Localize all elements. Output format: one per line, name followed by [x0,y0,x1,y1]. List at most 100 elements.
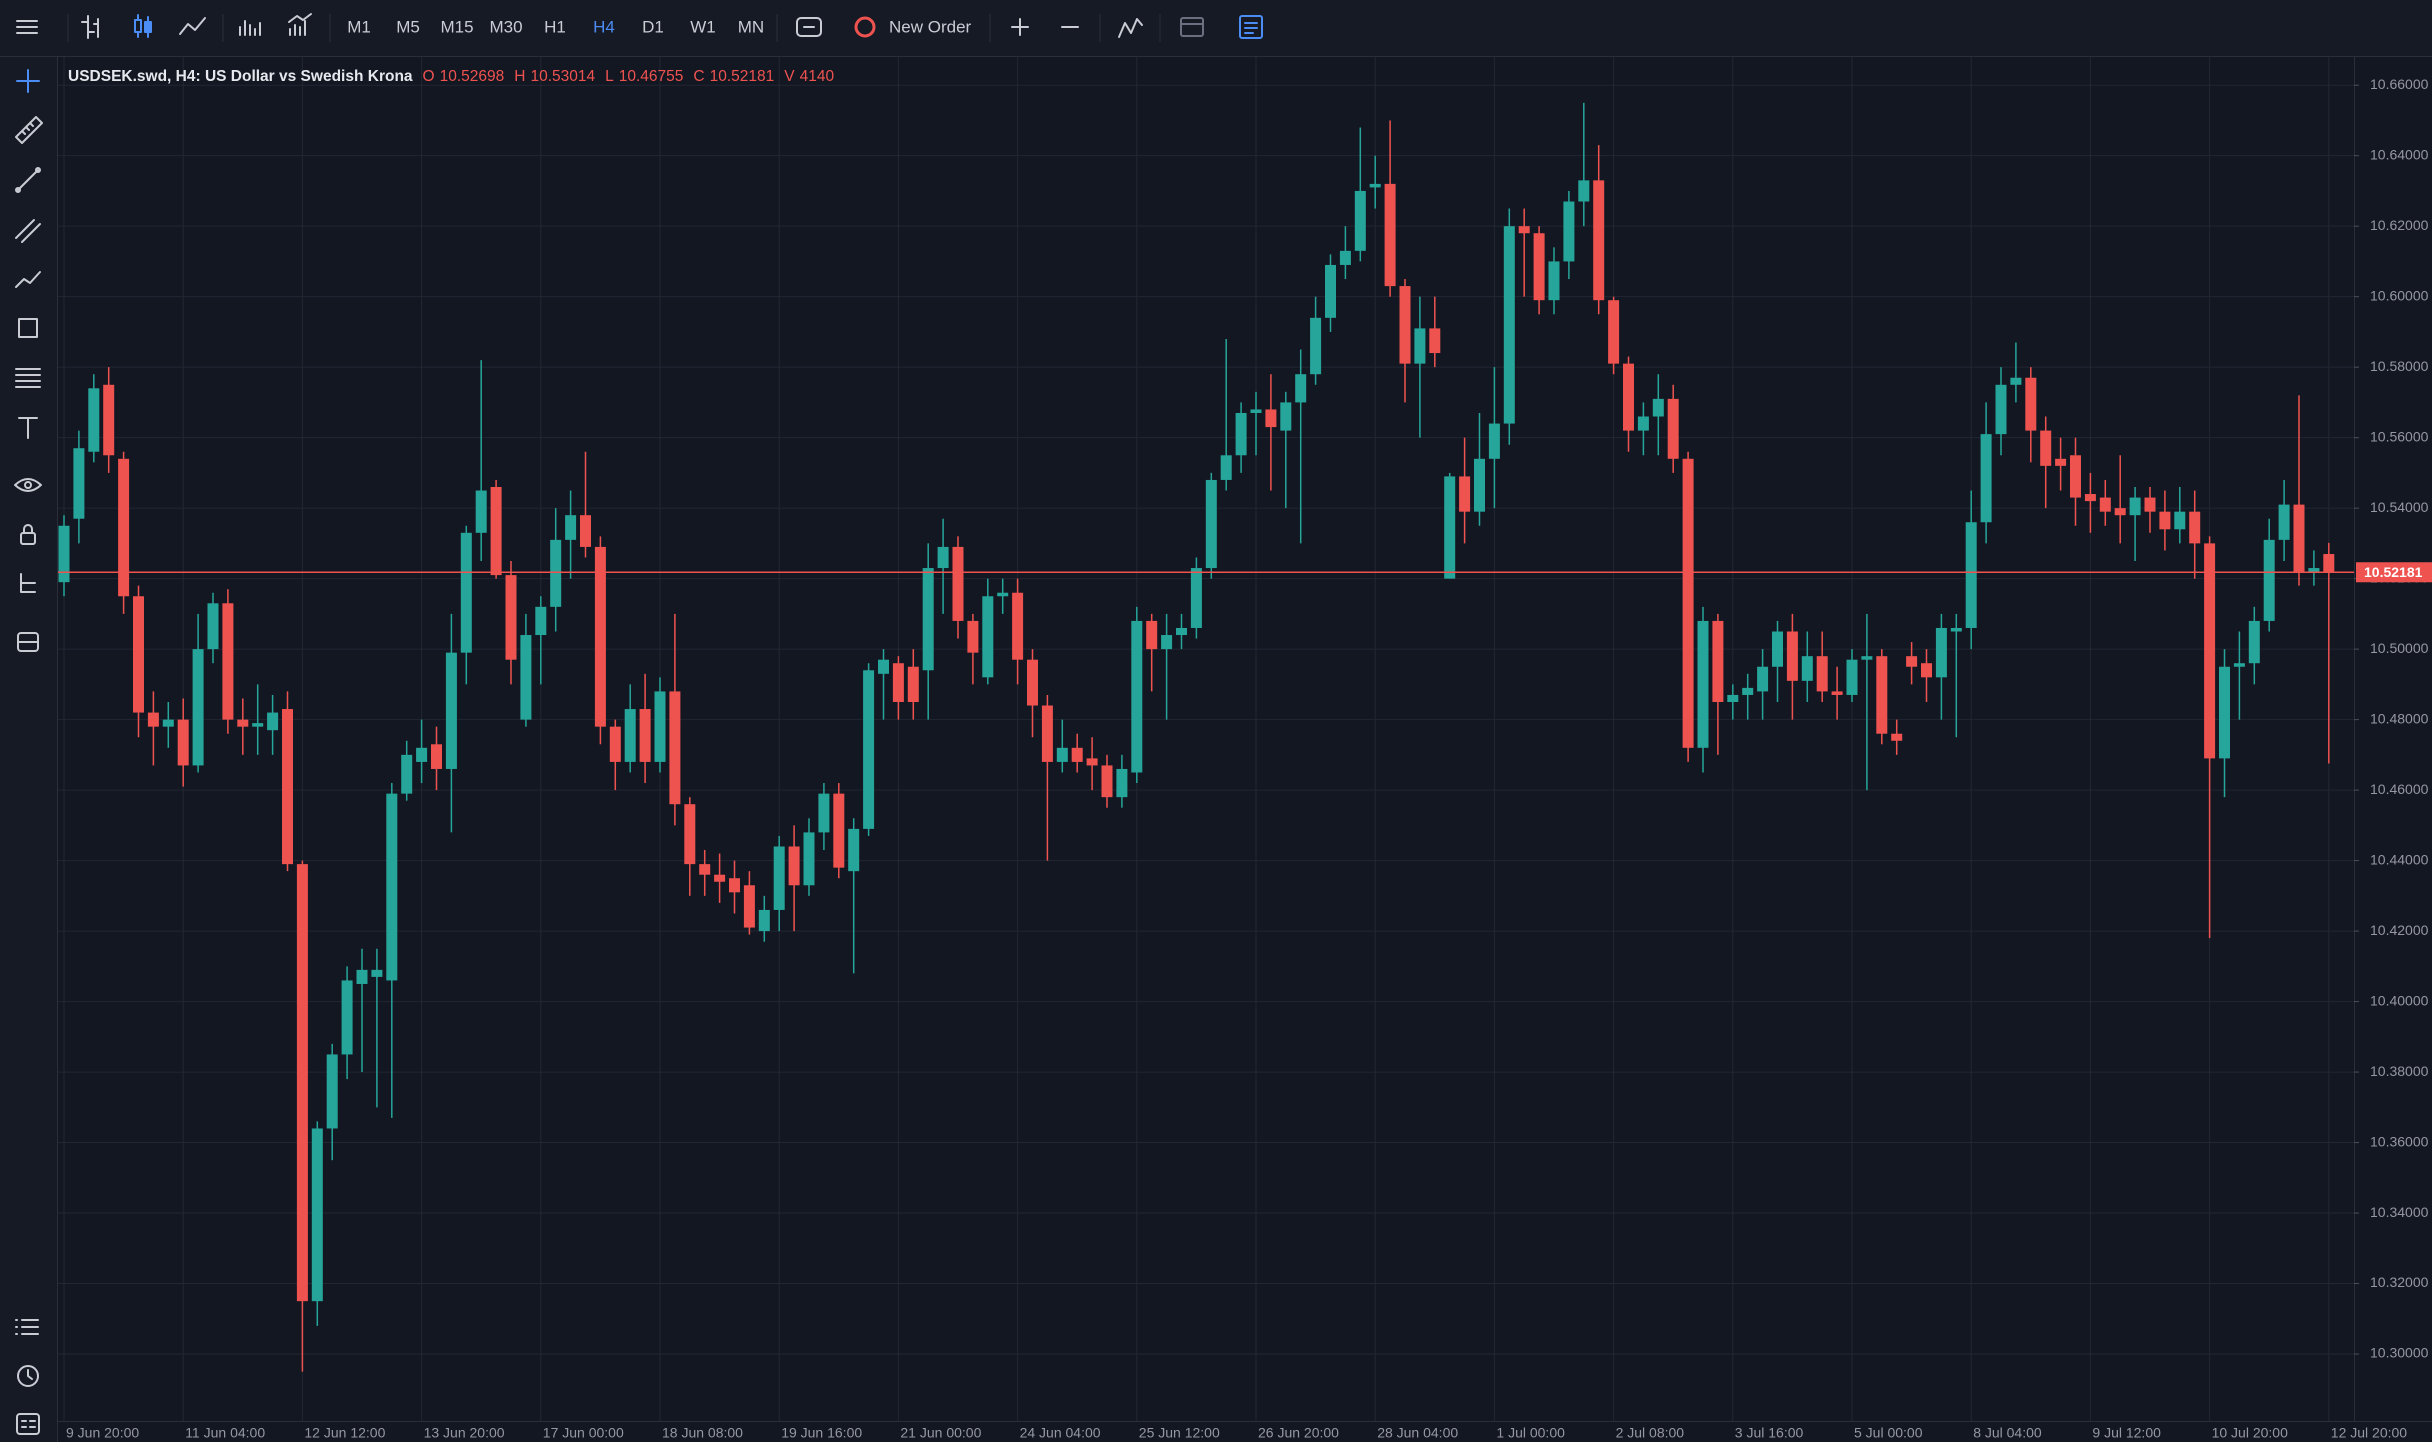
candle-body [1831,691,1843,695]
bar-chart-button[interactable] [81,15,99,39]
timeframe-button[interactable]: D1 [642,17,664,36]
volume-button[interactable] [239,20,261,36]
y-tick-label: 10.66000 [2370,76,2429,92]
candle-body [1503,226,1515,424]
candle-body [1012,592,1024,660]
candle-chart-button[interactable] [134,14,152,38]
candle-body [1772,631,1783,667]
candle-body [1906,656,1918,667]
candle-body [565,515,577,540]
candle-body [2129,497,2141,516]
candle-body [1935,627,1947,678]
line-chart-button[interactable] [179,17,206,35]
ohlc-value: 10.52181 [710,68,775,85]
candle-body [475,490,487,533]
visibility-tool[interactable] [14,478,42,492]
candle-body [296,864,308,1302]
timeframe-button[interactable]: M15 [440,17,473,36]
candle-body [2099,497,2111,512]
timeframe-button[interactable]: H4 [593,17,615,36]
y-tick-label: 10.32000 [2370,1274,2429,1290]
history-tool[interactable] [17,1365,39,1387]
y-tick-label: 10.30000 [2370,1345,2429,1361]
timeframe-button[interactable]: MN [738,17,764,36]
candle-body [431,744,442,769]
candle-body [401,754,413,794]
y-tick-label: 10.34000 [2370,1204,2429,1220]
fib-tool[interactable] [15,368,41,388]
toolbar-separators [67,14,1161,42]
candles [58,102,2335,1372]
candle-body [326,1054,338,1129]
last-price-label: 10.52181 [2364,564,2423,580]
ohlc-key: H [514,68,525,85]
x-tick-label: 12 Jun 12:00 [304,1425,385,1441]
crosshair-tool[interactable] [16,69,40,93]
new-order-button[interactable]: New Order [889,17,972,36]
menu-button[interactable] [16,20,38,34]
candle-body [2025,377,2037,431]
candle-body [1220,455,1232,480]
tree-tool[interactable] [20,573,36,593]
template-button[interactable] [1239,15,1263,39]
path-tool[interactable] [15,271,41,288]
link-button[interactable] [796,17,822,37]
shape-tool[interactable] [18,318,38,338]
candle-body [1548,261,1560,301]
new-order-icon[interactable] [854,16,876,38]
x-tick-label: 8 Jul 04:00 [1973,1425,2042,1441]
y-tick-label: 10.44000 [2370,851,2429,867]
candle-body [118,458,130,597]
y-tick-label: 10.46000 [2370,781,2429,797]
candle-body [982,596,994,678]
trendline-tool[interactable] [15,167,41,193]
candle-body [922,568,934,671]
timeframe-button[interactable]: M5 [396,17,420,36]
channel-tool[interactable] [15,219,41,243]
candle-body [848,828,860,872]
candle-body [594,546,606,727]
candle-body [1801,656,1813,681]
terminal-tool[interactable] [16,1413,40,1435]
x-tick-label: 9 Jun 20:00 [66,1425,139,1441]
candle-body [1176,627,1187,636]
candle-body [1146,620,1158,650]
timeframe-button[interactable]: M1 [347,17,371,36]
indicator-button[interactable] [288,13,312,36]
candle-body [490,486,502,576]
x-tick-label: 3 Jul 16:00 [1735,1425,1804,1441]
x-tick-label: 5 Jul 00:00 [1854,1425,1923,1441]
candle-body [937,546,949,569]
candle-body [341,980,353,1055]
candle-body [1786,631,1798,681]
timeframe-button[interactable]: W1 [690,17,716,36]
lock-tool[interactable] [20,524,36,545]
y-tick-label: 10.42000 [2370,922,2429,938]
candle-body [1414,328,1426,364]
timeframe-button[interactable]: H1 [544,17,566,36]
candle-body [1488,423,1500,459]
ohlc-value: 10.53014 [530,68,595,85]
candle-body [1965,522,1977,628]
candle-body [1429,328,1441,354]
zoom-in-button[interactable] [1011,18,1029,36]
candle-body [1980,434,1992,523]
candle-body [1369,183,1381,188]
candle-body [505,575,517,660]
candle-body [1280,402,1292,431]
text-tool[interactable] [18,417,38,439]
calendar-button[interactable] [1180,17,1204,37]
list-tool[interactable] [15,1319,39,1335]
candle-body [88,388,100,452]
indicators-button[interactable] [1118,18,1143,38]
candle-body [252,723,264,727]
timeframe-button[interactable]: M30 [489,17,522,36]
candle-body [1444,476,1456,579]
candle-body [669,691,681,805]
layers-tool[interactable] [17,632,39,652]
x-tick-label: 24 Jun 04:00 [1020,1425,1101,1441]
candle-body [2233,663,2245,667]
ruler-tool[interactable] [15,116,43,144]
candle-body [639,709,651,762]
candle-body [714,874,726,882]
